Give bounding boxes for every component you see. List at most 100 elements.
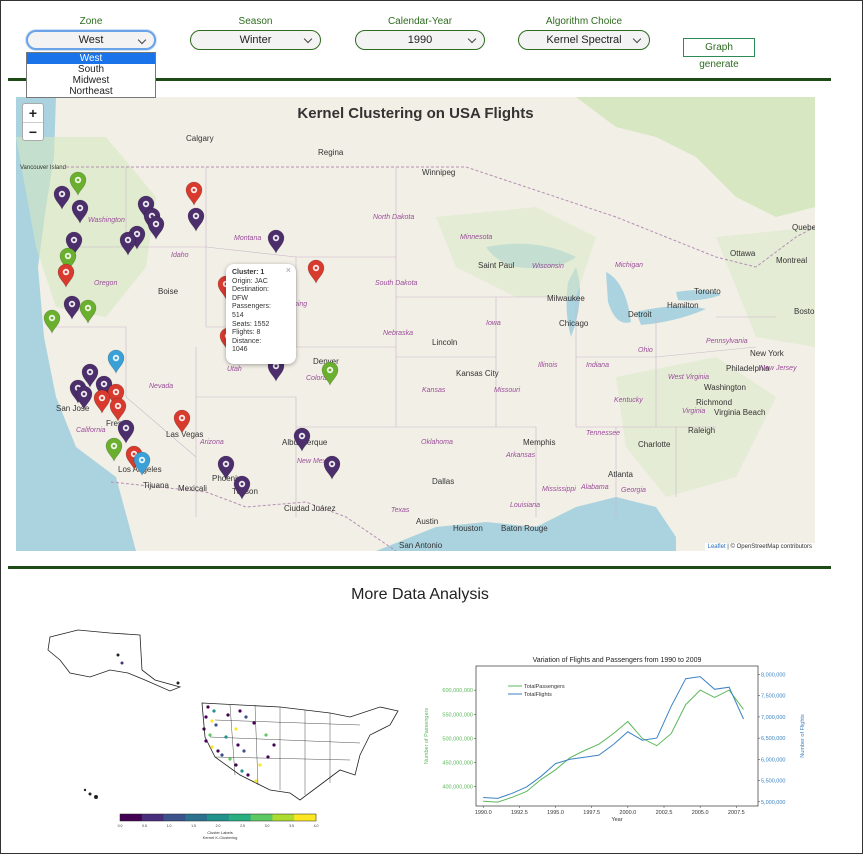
state-label: Wisconsin (532, 263, 564, 270)
algorithm-value: Kernel Spectral (546, 34, 622, 46)
city-label: Las Vegas (166, 430, 204, 439)
point (272, 743, 276, 747)
map-marker[interactable] (63, 295, 81, 320)
state-label: Indiana (586, 362, 609, 369)
map-marker[interactable] (233, 475, 251, 500)
season-select[interactable]: Winter (190, 30, 321, 50)
zone-option-midwest[interactable]: Midwest (72, 75, 110, 86)
map-title: Kernel Clustering on USA Flights (297, 105, 534, 122)
map-marker[interactable] (267, 229, 285, 254)
algorithm-select[interactable]: Kernel Spectral (518, 30, 650, 50)
city-label: Raleigh (688, 426, 716, 435)
map-marker[interactable] (147, 215, 165, 240)
colorbar-swatch (294, 814, 317, 821)
state-label: Idaho (171, 252, 189, 259)
colorbar-swatch (163, 814, 186, 821)
city-label: Quebec (792, 223, 815, 232)
graph-generate-button[interactable]: Graph generate (683, 38, 755, 70)
year-select[interactable]: 1990 (355, 30, 485, 50)
map-marker[interactable] (307, 259, 325, 284)
city-label: Washington (704, 383, 746, 392)
season-value: Winter (239, 34, 272, 46)
zoom-control: + − (22, 103, 44, 141)
state-label: Nebraska (383, 330, 413, 337)
state-label: Michigan (615, 262, 644, 269)
zone-control: Zone West (26, 16, 156, 50)
zone-option-south[interactable]: South (77, 64, 105, 75)
zoom-out-button[interactable]: − (23, 122, 43, 140)
city-label: Calgary (186, 134, 214, 143)
colorbar-swatch (120, 814, 143, 821)
map-attribution: Leaflet | © OpenStreetMap contributors (704, 543, 815, 551)
map-marker[interactable] (293, 427, 311, 452)
map-marker[interactable] (105, 437, 123, 462)
state-label: Illinois (538, 362, 558, 369)
map-marker[interactable] (321, 361, 339, 386)
y-right-axis-label: Number of Flights (800, 714, 806, 758)
state-label: Kansas (422, 387, 446, 394)
y-left-axis-label: Number of Passengers (424, 708, 430, 764)
map-marker[interactable] (133, 451, 151, 476)
city-label: San Jose (56, 404, 90, 413)
zone-option-northeast[interactable]: Northeast (69, 86, 113, 97)
state-label: New Jersey (760, 365, 797, 372)
flight-map[interactable]: Kernel Clustering on USA Flights + − Cal… (16, 97, 815, 551)
point (240, 769, 244, 773)
y-right-tick-label: 7,500,000 (761, 694, 785, 700)
state-label: Alabama (581, 484, 609, 491)
state-label: Tennessee (586, 430, 620, 437)
point (176, 681, 180, 685)
point (208, 733, 212, 737)
map-marker[interactable] (65, 231, 83, 256)
chevron-down-icon (467, 34, 477, 44)
zone-select[interactable]: West (26, 30, 156, 50)
map-marker[interactable] (117, 419, 135, 444)
map-marker[interactable] (81, 363, 99, 388)
map-marker[interactable] (53, 185, 71, 210)
city-label: Lincoln (432, 338, 458, 347)
state-label: Utah (227, 366, 242, 373)
state-label: Kentucky (614, 397, 643, 404)
point (202, 727, 206, 731)
colorbar-swatch (141, 814, 164, 821)
colorbar-tick: 3.0 (265, 824, 270, 828)
map-marker[interactable] (43, 309, 61, 334)
state-label: New Mexico (297, 458, 336, 465)
popup-line: Origin: JAC (232, 277, 268, 285)
city-label: Milwaukee (547, 294, 585, 303)
state-label: Oklahoma (421, 439, 453, 446)
close-icon[interactable]: × (285, 265, 291, 275)
leaflet-link[interactable]: Leaflet (707, 544, 726, 550)
city-label: Richmond (696, 398, 733, 407)
chevron-down-icon (137, 35, 147, 45)
point (210, 745, 214, 749)
map-marker[interactable] (107, 349, 125, 374)
algorithm-control: Algorithm Choice Kernel Spectral (518, 16, 650, 50)
map-marker[interactable] (79, 299, 97, 324)
map-marker[interactable] (119, 231, 137, 256)
point (204, 715, 208, 719)
map-marker[interactable] (173, 409, 191, 434)
popup-title: Cluster: 1 (232, 269, 265, 276)
map-marker[interactable] (128, 225, 146, 250)
map-marker[interactable] (93, 389, 111, 414)
zone-option-west[interactable]: West (27, 53, 155, 64)
city-label: Chicago (559, 319, 589, 328)
city-label: Memphis (523, 438, 556, 447)
map-marker[interactable] (187, 207, 205, 232)
map-marker[interactable] (217, 455, 235, 480)
map-marker[interactable] (109, 397, 127, 422)
chevron-down-icon (632, 34, 642, 44)
map-marker[interactable] (57, 263, 75, 288)
map-marker[interactable] (69, 171, 87, 196)
map-marker[interactable] (59, 247, 77, 272)
zoom-in-button[interactable]: + (28, 105, 38, 121)
point (266, 755, 270, 759)
state-label: Louisiana (510, 502, 540, 509)
map-marker[interactable] (323, 455, 341, 480)
city-label: Virginia Beach (714, 408, 766, 417)
map-marker[interactable] (75, 385, 93, 410)
cluster-map-plot (47, 629, 399, 801)
map-marker[interactable] (185, 181, 203, 206)
map-marker[interactable] (71, 199, 89, 224)
